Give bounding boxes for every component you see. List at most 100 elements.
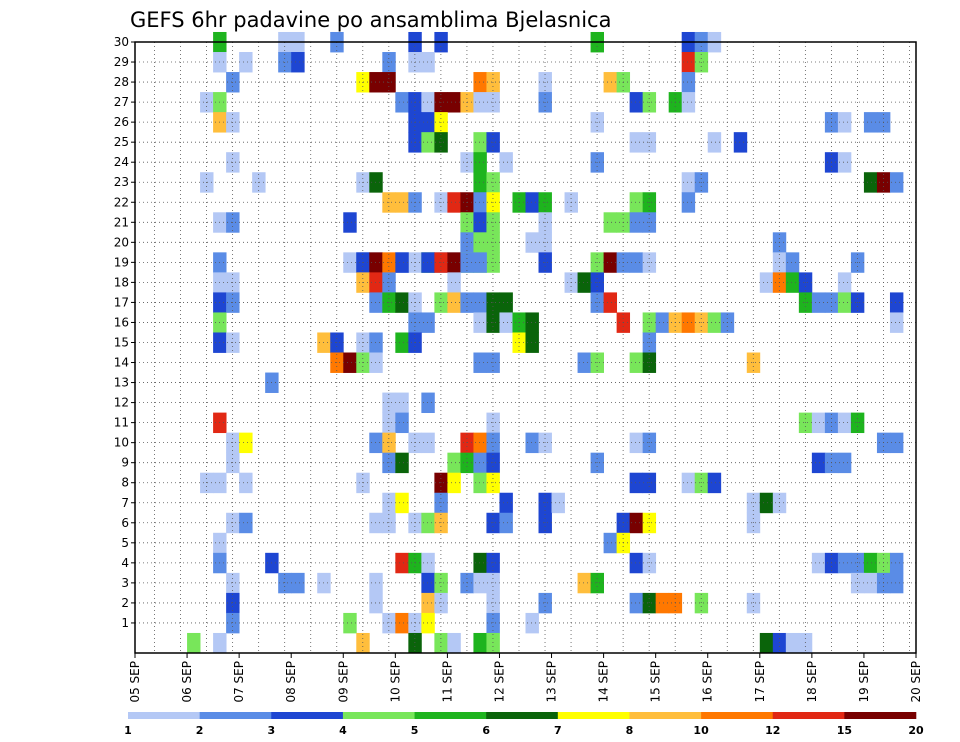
precip-cell	[603, 292, 618, 313]
precip-cell	[525, 612, 539, 634]
legend-swatch	[128, 712, 200, 719]
x-axis: 05 SEP 06 SEP 07 SEP 08 SEP 09 SEP 10 SEP 11 S…	[128, 653, 923, 703]
precip-cell	[499, 152, 513, 173]
precip-cell	[707, 312, 722, 333]
precip-cell	[863, 572, 878, 594]
precip-cell	[486, 612, 500, 634]
y-tick-label: 5	[121, 536, 129, 550]
precip-cell	[629, 252, 644, 273]
precip-cell	[434, 592, 448, 614]
precip-cell	[473, 472, 487, 494]
precip-cell	[889, 172, 904, 193]
precip-cell	[538, 592, 552, 614]
precip-cell	[486, 592, 500, 614]
x-tick-label: 05 SEP	[128, 661, 142, 703]
precip-cell	[681, 52, 696, 73]
precip-cell	[447, 272, 461, 293]
precip-cell	[434, 572, 448, 594]
precip-cell	[291, 572, 305, 594]
precip-cell	[473, 192, 487, 213]
precip-cell	[681, 172, 696, 193]
precip-cell	[447, 472, 461, 494]
legend-label: 10	[693, 724, 709, 737]
precip-cell	[369, 592, 383, 614]
precip-cell	[811, 292, 826, 313]
precip-cell	[837, 112, 852, 133]
precip-cell	[343, 352, 357, 373]
precip-cell	[369, 432, 383, 454]
precip-cell	[473, 572, 487, 594]
precip-cell	[239, 512, 253, 534]
precip-cell	[239, 432, 253, 454]
y-tick-label: 13	[114, 376, 129, 390]
precip-cell	[811, 412, 826, 434]
precip-cell	[785, 272, 800, 293]
precip-cell	[421, 52, 435, 73]
x-tick-label: 20 SEP	[909, 661, 923, 703]
precip-cell	[850, 572, 865, 594]
precip-cell	[395, 192, 409, 213]
precip-cell	[486, 552, 500, 574]
precip-cell	[811, 552, 826, 574]
precip-cell	[434, 632, 448, 654]
precip-cell	[473, 252, 487, 273]
y-tick-label: 7	[121, 496, 129, 510]
precip-cell	[369, 252, 383, 273]
precip-cell	[629, 92, 644, 113]
y-tick-label: 2	[121, 596, 129, 610]
legend-swatch	[557, 712, 630, 719]
precip-cell	[473, 92, 487, 113]
precip-cell	[395, 612, 409, 634]
precip-cell	[499, 292, 513, 313]
precip-cell	[863, 172, 878, 193]
precip-cell	[863, 112, 878, 133]
precip-cell	[603, 72, 618, 93]
precip-cell	[642, 592, 657, 614]
precip-cell	[759, 632, 774, 654]
precip-cell	[421, 552, 435, 574]
y-tick-label: 16	[114, 315, 129, 329]
precip-cell	[395, 492, 409, 514]
precip-cell	[525, 312, 539, 333]
precip-cell	[226, 612, 240, 634]
precip-cell	[473, 232, 487, 253]
precip-cell	[889, 552, 904, 574]
precip-cell	[603, 212, 618, 233]
precip-cell	[681, 192, 696, 213]
precip-cell	[278, 572, 292, 594]
precip-cell	[226, 592, 240, 614]
precip-cell	[408, 632, 422, 654]
precip-cell	[629, 352, 644, 373]
precip-cell	[486, 572, 500, 594]
legend-swatch	[414, 712, 487, 719]
x-tick-label: 17 SEP	[753, 661, 767, 703]
y-tick-label: 23	[114, 175, 129, 189]
precip-cell	[395, 392, 409, 414]
precip-cell	[473, 352, 487, 373]
legend-swatch	[701, 712, 774, 719]
precip-cell	[577, 272, 591, 293]
precip-cell	[486, 632, 500, 654]
precip-cell	[746, 592, 761, 614]
color-legend: 1 2 3 4 5 6 7 8 10 12 15 20	[124, 712, 924, 737]
precip-cell	[421, 112, 435, 133]
y-tick-label: 19	[114, 255, 129, 269]
y-tick-label: 22	[114, 195, 129, 209]
precip-cell	[863, 552, 878, 574]
y-tick-label: 26	[114, 115, 129, 129]
precip-cell	[798, 632, 813, 654]
precip-cell	[473, 212, 487, 233]
precip-cell	[629, 132, 644, 153]
precip-cell	[837, 152, 852, 173]
precip-cell	[499, 512, 513, 534]
y-tick-label: 17	[114, 295, 129, 309]
y-tick-label: 12	[114, 396, 129, 410]
precip-cell	[889, 432, 904, 454]
precip-cell	[369, 72, 383, 93]
precip-cell	[837, 412, 852, 434]
precip-cell	[759, 492, 774, 514]
precip-cell	[343, 212, 357, 233]
precip-cell	[681, 312, 696, 333]
precip-cell	[473, 452, 487, 474]
x-tick-label: 06 SEP	[180, 661, 194, 703]
